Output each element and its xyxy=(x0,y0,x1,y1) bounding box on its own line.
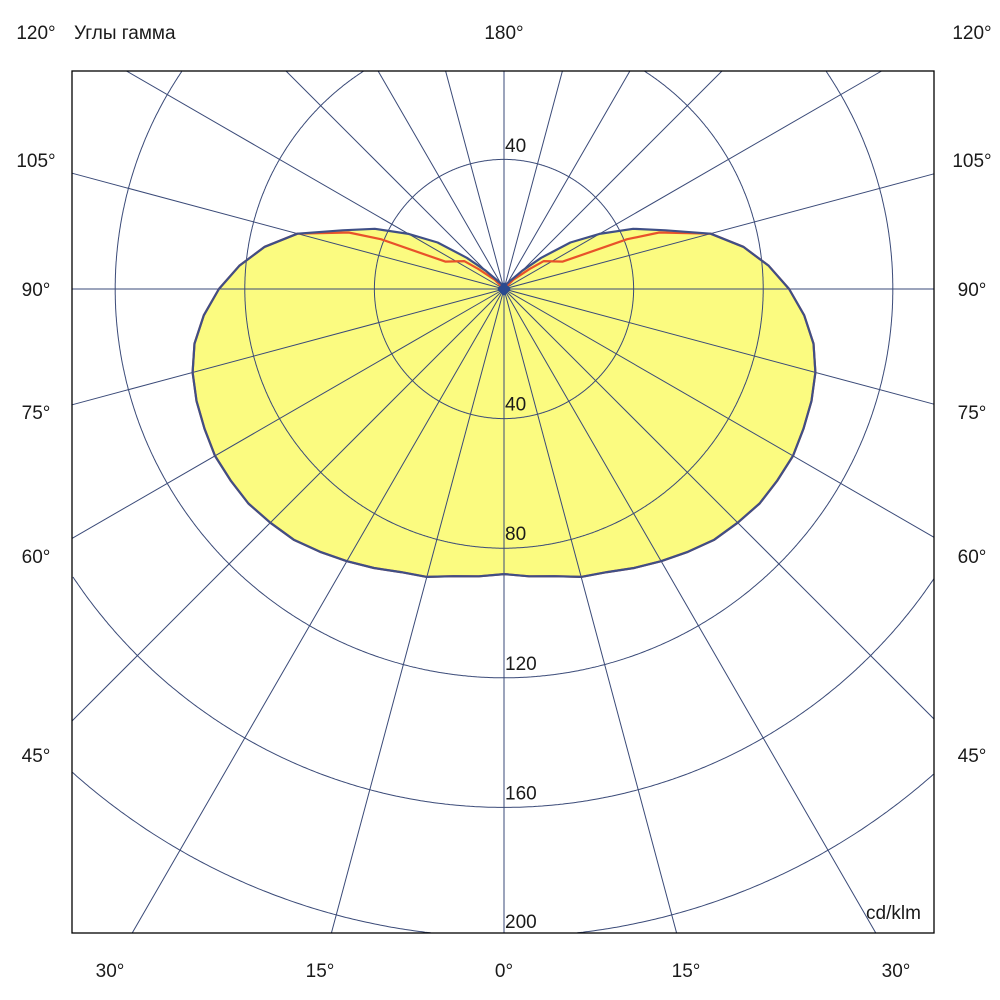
angle-spoke xyxy=(503,70,723,290)
radial-label: 160 xyxy=(505,783,537,804)
radial-ring-160 xyxy=(72,576,935,808)
series-1-curve xyxy=(191,227,817,578)
chart-title: Углы гамма xyxy=(74,23,176,44)
angle-spoke xyxy=(503,288,935,720)
angle-spoke xyxy=(126,70,505,290)
left-angle-label: 75° xyxy=(22,403,51,424)
angle-spoke xyxy=(445,70,505,290)
left-angle-label: 105° xyxy=(16,151,55,172)
angle-spoke xyxy=(71,288,505,539)
angle-spoke xyxy=(71,172,505,290)
radial-ring-80 xyxy=(244,70,764,549)
right-angle-label: 45° xyxy=(958,746,987,767)
angle-spoke xyxy=(71,288,505,406)
bottom-angle-label: 30° xyxy=(882,961,911,982)
top-angle-label: 180° xyxy=(484,23,523,44)
plot-frame xyxy=(71,70,935,934)
angle-spoke xyxy=(503,288,935,538)
angle-spoke xyxy=(503,70,631,290)
right-angle-label: 60° xyxy=(958,547,987,568)
left-angle-label: 90° xyxy=(22,280,51,301)
bottom-angle-label: 15° xyxy=(672,961,701,982)
bottom-angle-label: 15° xyxy=(306,961,335,982)
left-angle-label: 60° xyxy=(22,547,51,568)
right-angle-label: 120° xyxy=(952,23,991,44)
radial-label: 120 xyxy=(505,654,537,675)
angle-spoke xyxy=(131,288,505,934)
radial-ring-120 xyxy=(114,71,894,679)
top-radial-label: 40 xyxy=(505,136,526,157)
angle-spoke xyxy=(503,288,877,934)
radial-label: 80 xyxy=(505,524,526,545)
left-angle-label: 120° xyxy=(16,23,55,44)
radial-label: 200 xyxy=(505,912,537,933)
right-angle-label: 75° xyxy=(958,403,987,424)
angle-spoke xyxy=(503,173,935,290)
angle-spoke xyxy=(71,288,505,722)
angle-spoke xyxy=(503,70,882,290)
left-angle-label: 45° xyxy=(22,746,51,767)
angle-spoke xyxy=(503,70,563,290)
radial-ring-200 xyxy=(72,772,934,934)
radial-label: 40 xyxy=(505,395,526,416)
center-marker xyxy=(497,282,511,296)
angle-spoke xyxy=(330,288,505,934)
right-angle-label: 90° xyxy=(958,280,987,301)
right-angle-label: 105° xyxy=(952,151,991,172)
bottom-angle-label: 0° xyxy=(495,961,513,982)
unit-label: cd/klm xyxy=(866,903,921,924)
angle-spoke xyxy=(503,288,678,934)
angle-spoke xyxy=(285,70,505,290)
angle-spoke xyxy=(503,288,935,405)
bottom-angle-label: 30° xyxy=(96,961,125,982)
angle-spoke xyxy=(377,70,505,290)
